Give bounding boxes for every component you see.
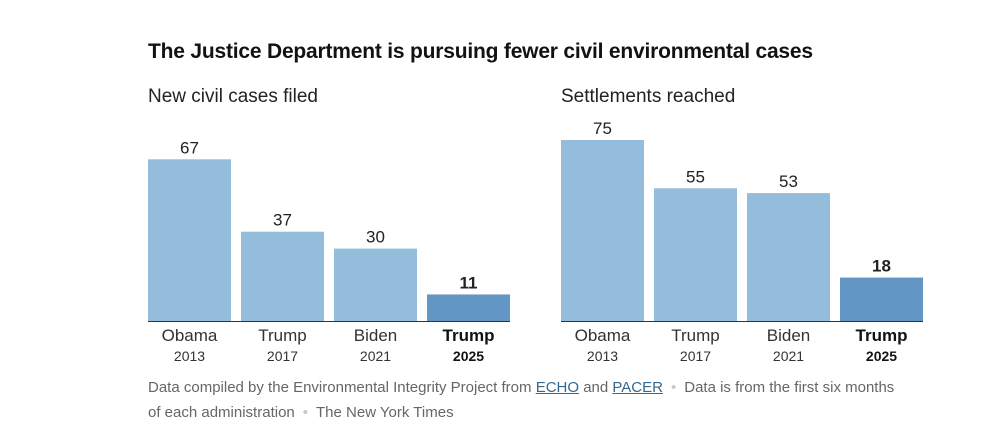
source-and: and bbox=[583, 379, 609, 396]
category-label: Trump bbox=[443, 326, 495, 345]
bar-biden-2021 bbox=[747, 193, 830, 321]
credit: The New York Times bbox=[316, 404, 454, 421]
value-label: 67 bbox=[180, 138, 199, 157]
chart-title: New civil cases filed bbox=[148, 86, 318, 107]
chart-settlements: Settlements reached 75 Obama 2013 55 Trump 20… bbox=[561, 84, 926, 369]
category-label: Obama bbox=[162, 326, 218, 345]
value-label: 37 bbox=[273, 211, 292, 230]
separator-dot: • bbox=[302, 404, 309, 421]
chart-title: Settlements reached bbox=[561, 86, 736, 107]
bar-trump-2017 bbox=[654, 188, 737, 321]
graphic-container: The Justice Department is pursuing fewer… bbox=[148, 0, 928, 445]
chart-new-civil-cases: New civil cases filed 67 Obama 2013 37 Trump… bbox=[148, 84, 513, 369]
category-label: Obama bbox=[575, 326, 631, 345]
value-label: 11 bbox=[460, 273, 478, 292]
separator-dot: • bbox=[670, 379, 677, 396]
headline: The Justice Department is pursuing fewer… bbox=[148, 40, 813, 63]
category-label: Biden bbox=[767, 326, 810, 345]
bar-trump-2017 bbox=[241, 231, 324, 321]
year-label: 2013 bbox=[587, 348, 618, 364]
value-label: 53 bbox=[779, 172, 798, 191]
year-label: 2013 bbox=[174, 348, 205, 364]
category-label: Trump bbox=[856, 326, 908, 345]
bar-chart-svg: 67 Obama 2013 37 Trump 2017 30 Biden 2021 11 Trump… bbox=[148, 138, 510, 364]
source-note: Data compiled by the Environmental Integ… bbox=[148, 375, 908, 425]
year-label: 2021 bbox=[773, 348, 804, 364]
bar-trump-2025 bbox=[427, 294, 510, 321]
pacer-link[interactable]: PACER bbox=[612, 379, 663, 396]
year-label: 2017 bbox=[680, 348, 711, 364]
value-label: 18 bbox=[872, 257, 891, 276]
year-label: 2021 bbox=[360, 348, 391, 364]
value-label: 55 bbox=[686, 167, 705, 186]
data-note: Data is from the first six months of eac… bbox=[148, 379, 895, 421]
year-label: 2025 bbox=[866, 348, 897, 364]
echo-link[interactable]: ECHO bbox=[535, 379, 580, 396]
category-label: Trump bbox=[671, 326, 720, 345]
category-label: Trump bbox=[258, 326, 307, 345]
bar-obama-2013 bbox=[148, 159, 231, 321]
value-label: 30 bbox=[366, 228, 385, 247]
category-label: Biden bbox=[354, 326, 397, 345]
value-label: 75 bbox=[593, 119, 612, 138]
bar-obama-2013 bbox=[561, 140, 644, 321]
bar-biden-2021 bbox=[334, 248, 417, 321]
source-prefix: Data compiled by the Environmental Integ… bbox=[148, 379, 532, 396]
bar-chart-svg: 75 Obama 2013 55 Trump 2017 53 Biden 2021 18 Trump… bbox=[561, 119, 923, 364]
year-label: 2017 bbox=[267, 348, 298, 364]
year-label: 2025 bbox=[453, 348, 484, 364]
bar-trump-2025 bbox=[840, 277, 923, 321]
